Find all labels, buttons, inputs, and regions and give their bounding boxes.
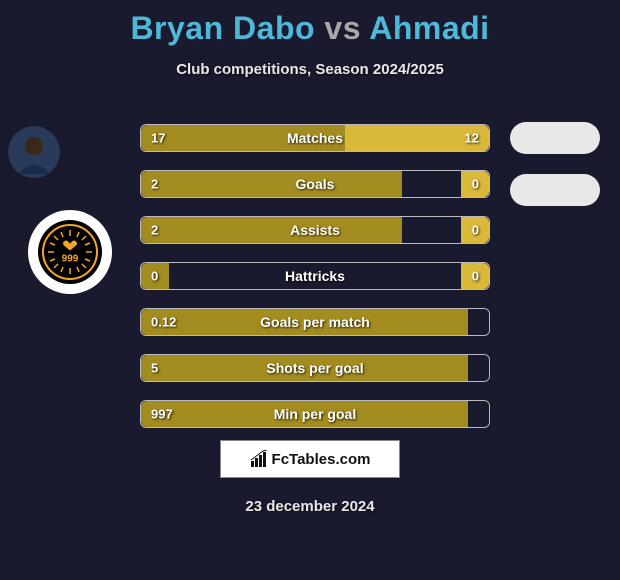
stat-bars: 1712Matches 20Goals 20Assists 00Hattricks 0.…	[140, 124, 490, 446]
branding-chart-icon	[250, 450, 268, 468]
bar-label: Matches	[141, 130, 489, 146]
crest-inner: 999	[38, 220, 102, 284]
stat-row: 00Hattricks	[140, 262, 490, 290]
branding-box: FcTables.com	[220, 440, 400, 478]
title-player1: Bryan Dabo	[130, 10, 315, 46]
crest-heart-icon	[61, 240, 79, 252]
player1-avatar	[8, 126, 60, 178]
bar-label: Shots per goal	[141, 360, 489, 376]
stat-row: 20Assists	[140, 216, 490, 244]
title-player2: Ahmadi	[369, 10, 489, 46]
bar-label: Goals per match	[141, 314, 489, 330]
stat-row: 20Goals	[140, 170, 490, 198]
branding-text: FcTables.com	[272, 451, 371, 468]
title-vs: vs	[324, 10, 361, 46]
player2-pill-2	[510, 174, 600, 206]
bar-label: Min per goal	[141, 406, 489, 422]
bar-label: Assists	[141, 222, 489, 238]
stat-row: 997Min per goal	[140, 400, 490, 428]
bar-label: Hattricks	[141, 268, 489, 284]
stat-row: 1712Matches	[140, 124, 490, 152]
bar-label: Goals	[141, 176, 489, 192]
player2-pill-1	[510, 122, 600, 154]
comparison-title: Bryan Dabo vs Ahmadi	[0, 0, 620, 47]
stat-row: 0.12Goals per match	[140, 308, 490, 336]
date-text: 23 december 2024	[0, 498, 620, 515]
player2-crest: 999	[28, 210, 112, 294]
crest-center: 999	[61, 240, 79, 265]
stat-row: 5Shots per goal	[140, 354, 490, 382]
crest-number: 999	[61, 255, 79, 265]
subtitle: Club competitions, Season 2024/2025	[0, 61, 620, 78]
